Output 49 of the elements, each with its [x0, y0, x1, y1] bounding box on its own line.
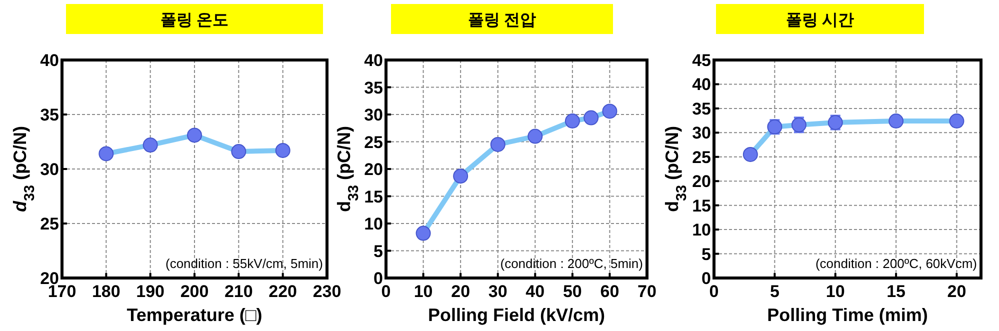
y-tick-label: 25 — [40, 214, 59, 234]
y-tick-label: 45 — [692, 51, 711, 70]
y-tick-label: 5 — [702, 244, 711, 264]
x-tick-label: 60 — [600, 282, 620, 301]
x-tick-label: 15 — [886, 282, 906, 301]
x-tick-label: 10 — [826, 282, 845, 301]
x-tick-label: 30 — [488, 282, 508, 301]
x-tick-label: 10 — [414, 282, 433, 301]
y-tick-label: 40 — [692, 75, 711, 94]
y-tick-label: 25 — [364, 132, 383, 152]
annotation: (condition : 55kV/cm, 5min) — [165, 256, 323, 271]
y-tick-label: 40 — [364, 51, 383, 70]
annotation: (condition : 200ºC, 60kVcm) — [815, 256, 977, 271]
chart-title: 폴링 전압 — [468, 12, 536, 29]
y-tick-label: 30 — [692, 124, 711, 143]
y-tick-label: 30 — [40, 160, 59, 179]
y-tick-label: 40 — [40, 51, 59, 70]
y-tick-label: 5 — [374, 242, 383, 261]
y-tick-label: 10 — [364, 214, 383, 234]
x-tick-label: 20 — [451, 282, 470, 301]
y-tick-label: 35 — [40, 106, 59, 124]
y-tick-label: 25 — [692, 148, 711, 167]
y-tick-label: 15 — [692, 196, 711, 216]
chart-title: 폴링 시간 — [786, 12, 854, 29]
x-tick-label: 220 — [268, 282, 298, 301]
y-tick-label: 35 — [364, 78, 383, 98]
x-tick-label: 5 — [770, 282, 780, 301]
x-axis-title: Temperature (□) — [126, 305, 262, 325]
x-axis-title: Polling Time (mim) — [767, 305, 928, 325]
x-tick-label: 210 — [224, 282, 253, 301]
y-tick-label: 15 — [364, 187, 383, 206]
y-tick-label: 20 — [692, 172, 711, 192]
x-tick-label: 70 — [638, 282, 656, 301]
y-tick-label: 0 — [374, 269, 383, 288]
y-tick-label: 0 — [702, 269, 711, 288]
x-tick-label: 230 — [312, 282, 342, 301]
y-tick-label: 10 — [692, 220, 711, 240]
x-tick-label: 50 — [562, 282, 582, 301]
x-tick-label: 200 — [180, 282, 209, 301]
x-tick-label: 40 — [526, 282, 545, 301]
y-tick-label: 20 — [364, 160, 383, 179]
annotation: (condition : 200ºC, 5min) — [500, 256, 643, 271]
x-tick-label: 20 — [947, 282, 966, 301]
x-tick-label: 180 — [92, 282, 120, 301]
y-tick-label: 30 — [364, 106, 383, 124]
x-tick-label: 190 — [136, 282, 165, 301]
chart-title: 폴링 온도 — [160, 12, 229, 29]
x-axis-title: Polling Field (kV/cm) — [428, 305, 606, 325]
y-tick-label: 35 — [692, 99, 711, 118]
